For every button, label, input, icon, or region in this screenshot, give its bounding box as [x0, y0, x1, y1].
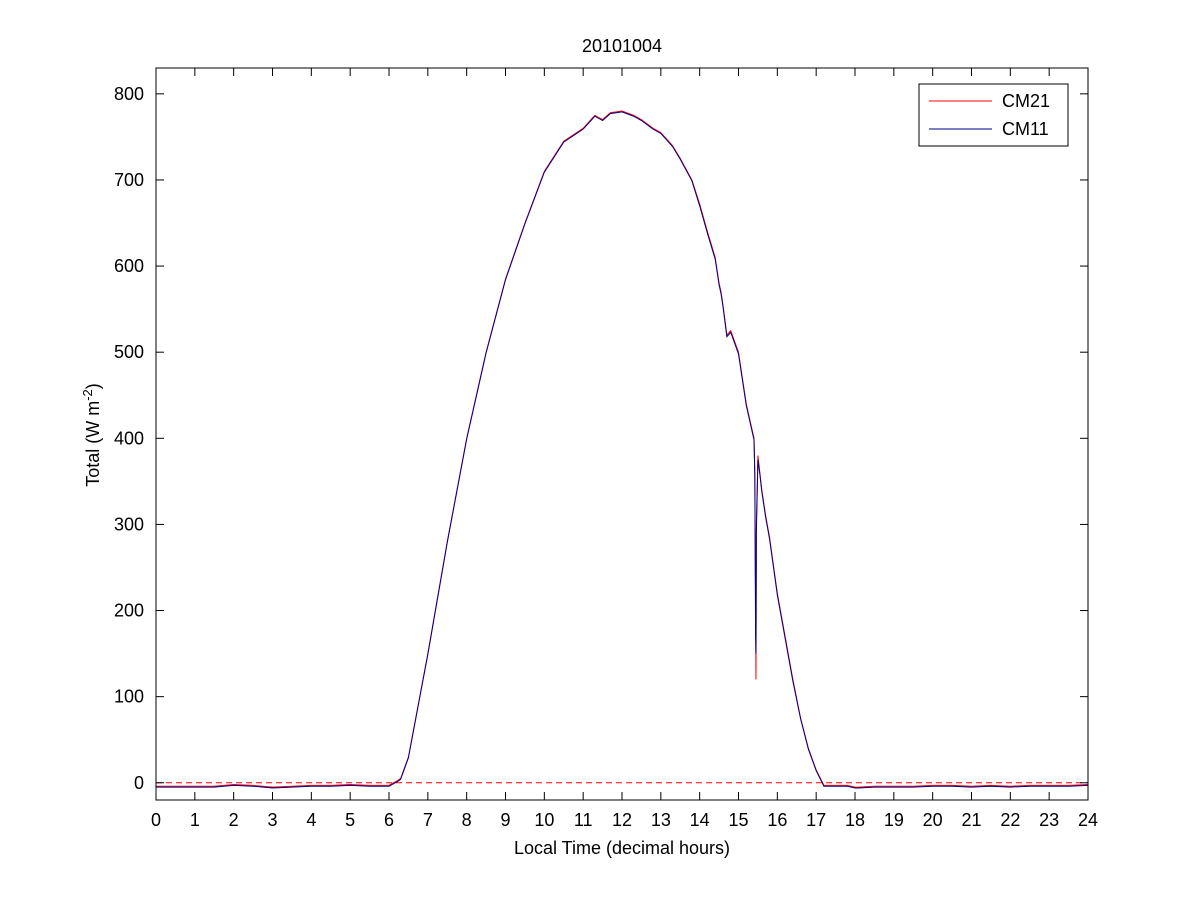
x-tick-label: 10 [534, 810, 554, 830]
x-tick-label: 19 [884, 810, 904, 830]
y-tick-label: 500 [114, 342, 144, 362]
legend-label-cm21: CM21 [1002, 91, 1050, 111]
y-tick-label: 700 [114, 170, 144, 190]
y-tick-label: 0 [134, 773, 144, 793]
x-tick-label: 17 [806, 810, 826, 830]
x-tick-label: 1 [190, 810, 200, 830]
y-axis-label-text: Total (W m [83, 401, 103, 487]
x-tick-label: 6 [384, 810, 394, 830]
x-tick-label: 20 [923, 810, 943, 830]
legend: CM21 CM11 [918, 83, 1069, 147]
x-tick-label: 11 [574, 810, 593, 830]
y-tick-label: 100 [114, 687, 144, 707]
series-line-cm11 [156, 111, 1089, 789]
x-axis-label: Local Time (decimal hours) [514, 838, 730, 858]
y-tick-label: 600 [114, 256, 144, 276]
x-tick-label: 2 [229, 810, 239, 830]
y-axis-label: Total (W m-2) [80, 383, 103, 487]
x-axis: 0 1 2 3 4 5 6 7 8 9 10 11 12 13 14 15 16 17 18 19 20 21 22 23 24 [151, 68, 1098, 830]
y-tick-label: 800 [114, 84, 144, 104]
x-tick-label: 13 [651, 810, 671, 830]
x-tick-label: 24 [1078, 810, 1098, 830]
series-layer [156, 110, 1089, 789]
x-tick-label: 18 [845, 810, 865, 830]
x-tick-label: 22 [1000, 810, 1020, 830]
y-tick-label: 300 [114, 514, 144, 534]
legend-box [918, 83, 1069, 147]
x-tick-label: 15 [728, 810, 748, 830]
y-axis: 0 100 200 300 400 500 600 700 800 [114, 84, 1088, 793]
plot-area [156, 68, 1088, 800]
y-axis-label-exponent: -2 [80, 389, 95, 401]
x-tick-label: 5 [345, 810, 355, 830]
x-tick-label: 7 [423, 810, 433, 830]
x-tick-label: 3 [267, 810, 277, 830]
x-tick-label: 16 [767, 810, 787, 830]
y-tick-label: 200 [114, 601, 144, 621]
x-tick-label: 23 [1039, 810, 1059, 830]
x-tick-label: 14 [690, 810, 710, 830]
x-tick-label: 0 [151, 810, 161, 830]
x-tick-label: 8 [462, 810, 472, 830]
x-tick-label: 12 [612, 810, 632, 830]
legend-label-cm11: CM11 [1002, 119, 1049, 139]
y-tick-label: 400 [114, 428, 144, 448]
x-tick-label: 9 [500, 810, 510, 830]
x-tick-label: 21 [961, 810, 981, 830]
x-tick-label: 4 [306, 810, 316, 830]
chart-title: 20101004 [582, 36, 662, 56]
y-axis-label-close: ) [83, 383, 103, 389]
